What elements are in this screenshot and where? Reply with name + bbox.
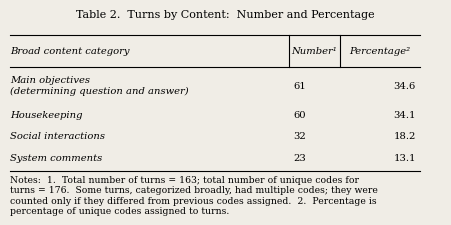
- Text: Broad content category: Broad content category: [10, 47, 129, 56]
- Text: 18.2: 18.2: [393, 132, 416, 141]
- Text: Housekeeping: Housekeeping: [10, 110, 83, 119]
- Text: 61: 61: [293, 81, 306, 90]
- Text: 34.1: 34.1: [393, 110, 416, 119]
- Text: Notes:  1.  Total number of turns = 163; total number of unique codes for
turns : Notes: 1. Total number of turns = 163; t…: [10, 175, 378, 215]
- Text: Main objectives
(determining question and answer): Main objectives (determining question an…: [10, 76, 189, 95]
- Text: 13.1: 13.1: [393, 153, 416, 162]
- Text: Number¹: Number¹: [291, 47, 337, 56]
- Text: Social interactions: Social interactions: [10, 132, 105, 141]
- Text: 32: 32: [293, 132, 306, 141]
- Text: Table 2.  Turns by Content:  Number and Percentage: Table 2. Turns by Content: Number and Pe…: [76, 10, 375, 20]
- Text: 23: 23: [293, 153, 306, 162]
- Text: System comments: System comments: [10, 153, 102, 162]
- Text: Percentage²: Percentage²: [350, 47, 410, 56]
- Text: 34.6: 34.6: [394, 81, 416, 90]
- Text: 60: 60: [293, 110, 306, 119]
